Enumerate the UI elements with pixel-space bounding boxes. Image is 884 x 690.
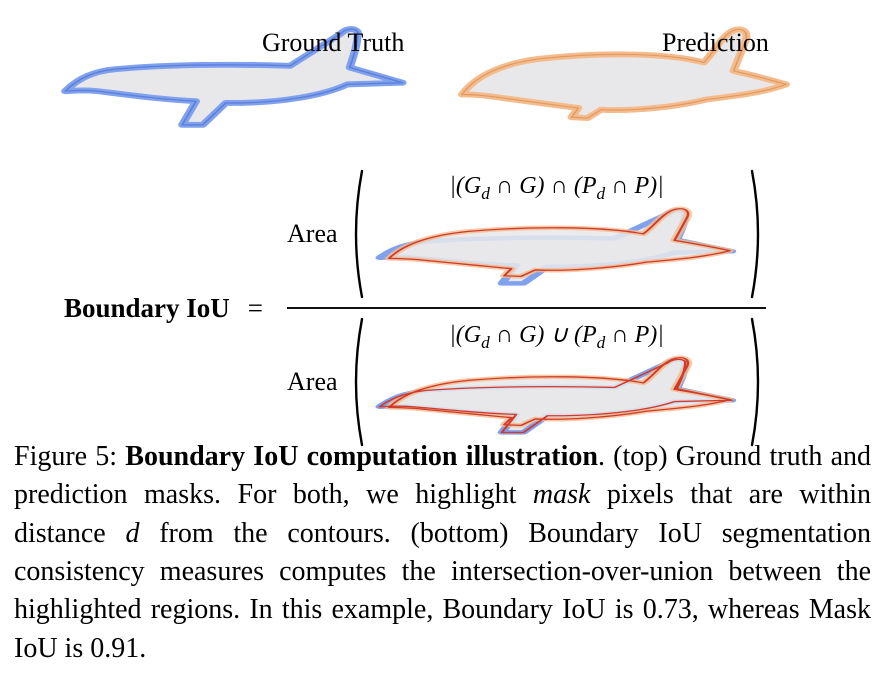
boundary-iou-equation: Boundary IoU = Area |(Gd ∩ G) ∩ (Pd ∩ P)… bbox=[64, 168, 766, 448]
equation-numerator: Area |(Gd ∩ G) ∩ (Pd ∩ P)| bbox=[287, 168, 766, 300]
math-text: ∩ G) ∩ (P bbox=[489, 172, 597, 199]
numerator-expression: |(Gd ∩ G) ∩ (Pd ∩ P)| bbox=[449, 173, 663, 204]
math-subscript: d bbox=[481, 332, 490, 352]
left-parenthesis bbox=[354, 317, 363, 447]
caption-italic-segment: d bbox=[125, 517, 140, 549]
right-parenthesis bbox=[750, 169, 759, 299]
caption-bold-segment: Boundary IoU computation illustration bbox=[125, 441, 598, 472]
math-text: ∩ P)| bbox=[605, 172, 664, 199]
denominator-content: |(Gd ∩ G) ∪ (Pd ∩ P)| bbox=[365, 320, 749, 445]
equation-equals-sign: = bbox=[247, 292, 264, 323]
math-subscript: d bbox=[596, 332, 606, 352]
denominator-expression: |(Gd ∩ G) ∪ (Pd ∩ P)| bbox=[449, 320, 664, 353]
caption-text-segment: . (top) Ground truth and prediction mask… bbox=[14, 441, 871, 511]
figure-caption: Figure 5: Boundary IoU computation illus… bbox=[14, 438, 871, 668]
boundary-union-image bbox=[370, 354, 744, 444]
math-subscript: d bbox=[596, 183, 606, 203]
denominator-area-label: Area bbox=[287, 367, 338, 396]
ground-truth-label: Ground Truth bbox=[262, 28, 405, 57]
math-text: |(G bbox=[449, 172, 482, 199]
equation-fraction: Area |(Gd ∩ G) ∩ (Pd ∩ P)| bbox=[287, 168, 766, 448]
caption-text-segment: pixels that are within distance bbox=[14, 479, 871, 549]
prediction-label: Prediction bbox=[662, 28, 769, 57]
fraction-bar bbox=[287, 307, 766, 309]
math-text: ∩ G) ∪ (P bbox=[489, 321, 597, 348]
numerator-area-label: Area bbox=[287, 219, 338, 248]
math-text: |(G bbox=[449, 321, 482, 348]
right-parenthesis bbox=[750, 317, 759, 447]
equation-denominator: Area |(Gd ∩ G) ∪ (Pd ∩ P)| bbox=[287, 316, 766, 448]
boundary-intersection-image bbox=[370, 205, 744, 295]
caption-italic-segment: mask bbox=[532, 479, 591, 511]
caption-text-segment: from the contours. (bottom) Boundary IoU… bbox=[14, 517, 871, 664]
caption-text-segment: Figure 5: bbox=[14, 441, 126, 472]
math-subscript: d bbox=[481, 183, 490, 203]
equation-lhs: Boundary IoU bbox=[64, 292, 230, 323]
left-parenthesis bbox=[354, 169, 363, 299]
numerator-content: |(Gd ∩ G) ∩ (Pd ∩ P)| bbox=[365, 173, 749, 296]
math-text: ∩ P)| bbox=[605, 321, 664, 348]
